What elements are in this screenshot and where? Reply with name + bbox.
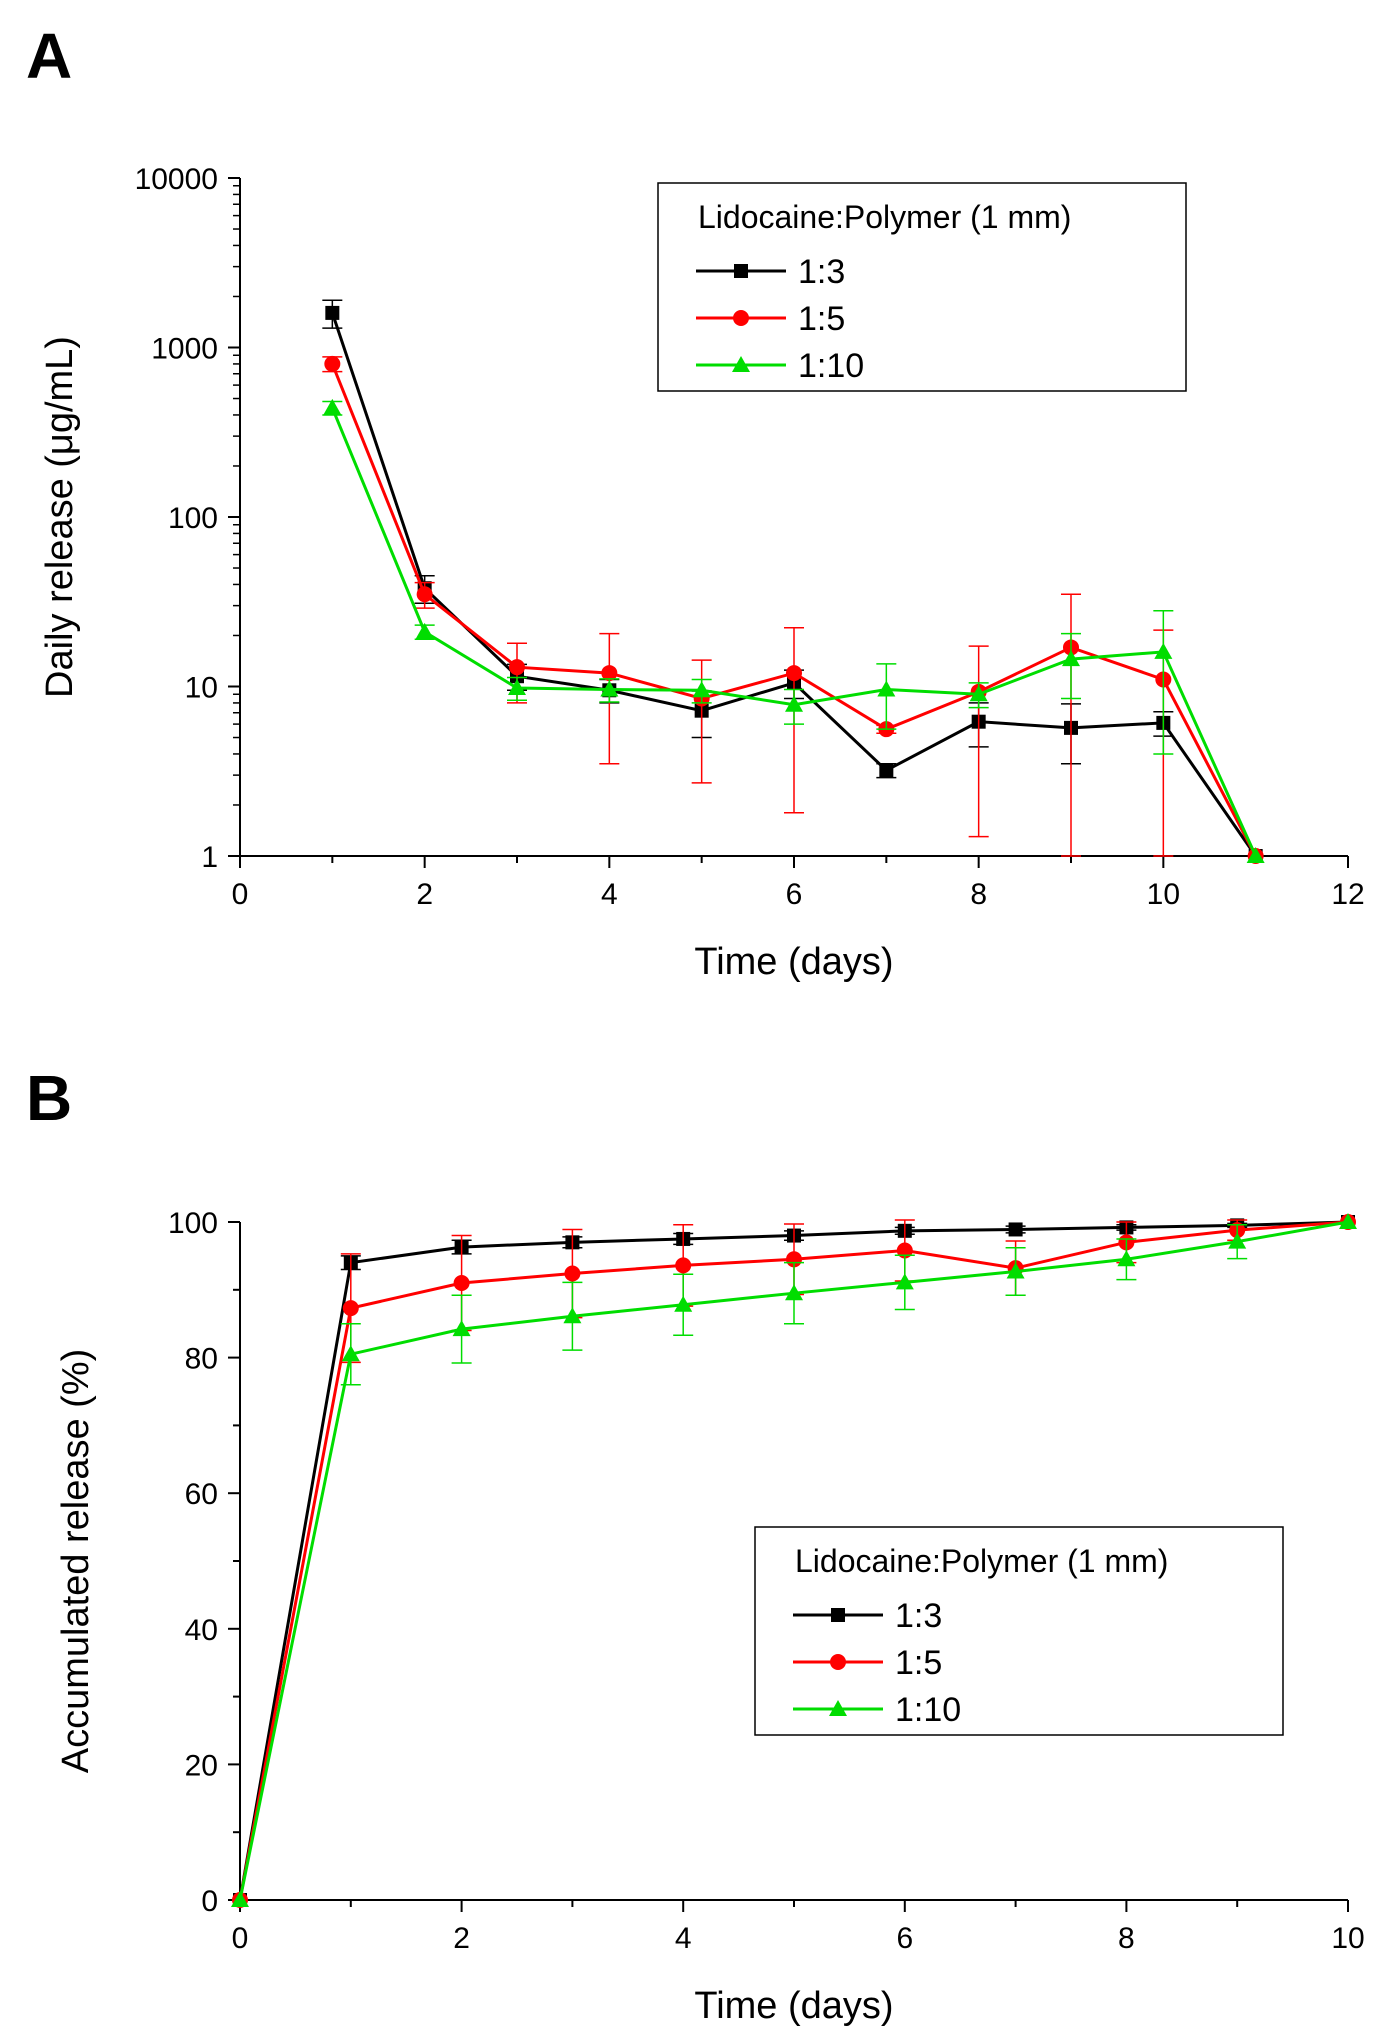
y-tick-label: 0 xyxy=(201,1885,218,1918)
x-tick-label: 6 xyxy=(896,1922,913,1955)
legend: Lidocaine:Polymer (1 mm) 1:3 1:5 1:10 xyxy=(657,182,1187,392)
legend-box xyxy=(754,1526,1284,1736)
legend-label: 1:3 xyxy=(895,1597,942,1635)
y-tick-label: 80 xyxy=(185,1343,218,1376)
y-tick-label: 1000 xyxy=(151,333,218,366)
legend-title: Lidocaine:Polymer (1 mm) xyxy=(698,199,1071,235)
y-tick-label: 20 xyxy=(185,1749,218,1782)
data-point xyxy=(601,665,618,682)
x-tick-label: 2 xyxy=(416,878,433,911)
x-tick-label: 0 xyxy=(232,878,249,911)
data-point xyxy=(692,681,711,698)
data-point xyxy=(1008,1222,1023,1237)
data-point xyxy=(877,680,896,697)
legend-marker xyxy=(831,1608,845,1622)
y-tick-label: 1 xyxy=(201,841,218,874)
legend-label: 1:5 xyxy=(895,1644,942,1682)
data-point xyxy=(895,1273,914,1290)
x-tick-label: 4 xyxy=(601,878,618,911)
legend-label: 1:10 xyxy=(798,347,864,385)
x-tick-label: 10 xyxy=(1331,1922,1364,1955)
legend-title: Lidocaine:Polymer (1 mm) xyxy=(795,1543,1168,1579)
data-point xyxy=(969,685,988,702)
data-point xyxy=(1117,1250,1136,1267)
data-point xyxy=(786,665,802,682)
x-tick-label: 8 xyxy=(970,878,987,911)
data-point xyxy=(508,678,526,695)
x-tick-label: 4 xyxy=(675,1922,692,1955)
y-tick-label: 100 xyxy=(168,1207,218,1240)
data-point xyxy=(323,398,342,415)
y-tick-label: 10 xyxy=(185,672,218,705)
data-point xyxy=(453,1275,470,1292)
legend-label: 1:10 xyxy=(895,1691,961,1729)
x-tick-label: 10 xyxy=(1147,878,1180,911)
data-point xyxy=(785,1284,803,1301)
series-1-10 xyxy=(231,1213,1357,1907)
data-point xyxy=(1246,847,1265,863)
x-axis-title: Time (days) xyxy=(694,1985,893,2027)
panel-label-a: A xyxy=(26,20,72,92)
y-axis-title: Accumulated release (%) xyxy=(55,1349,97,1774)
chart-panel-a: 0 2 4 6 8 10 12 1 10 100 1000 10000 Time (days) Daily… xyxy=(39,163,1365,983)
x-axis-title: Time (days) xyxy=(694,941,893,983)
x-tick-label: 6 xyxy=(786,878,803,911)
data-point xyxy=(452,1320,471,1337)
x-tick-label: 0 xyxy=(232,1922,249,1955)
legend-marker xyxy=(830,1654,846,1670)
x-tick-label: 2 xyxy=(453,1922,470,1955)
y-axis-title: Daily release (μg/mL) xyxy=(39,336,81,698)
y-tick-label: 10000 xyxy=(135,163,218,196)
data-point xyxy=(324,355,341,372)
data-point xyxy=(231,1891,249,1907)
data-point xyxy=(1006,1262,1025,1279)
data-point xyxy=(1154,642,1173,659)
y-tick-label: 40 xyxy=(185,1614,218,1647)
data-point xyxy=(341,1345,360,1362)
data-point xyxy=(1062,650,1080,667)
legend-marker xyxy=(829,1700,847,1716)
data-point xyxy=(342,1300,359,1317)
series-1-10 xyxy=(322,398,1265,863)
data-point xyxy=(509,659,525,676)
data-point xyxy=(600,680,619,697)
data-point xyxy=(415,622,434,639)
y-tick-label: 100 xyxy=(168,502,218,535)
data-point xyxy=(564,1265,581,1282)
legend-marker xyxy=(734,264,748,278)
data-point xyxy=(879,763,894,778)
legend: Lidocaine:Polymer (1 mm) 1:3 1:5 1:10 xyxy=(754,1526,1284,1736)
legend-label: 1:5 xyxy=(798,300,845,338)
legend-label: 1:3 xyxy=(798,253,845,291)
data-point xyxy=(1228,1232,1247,1249)
data-point xyxy=(785,695,803,712)
x-tick-label: 8 xyxy=(1118,1922,1135,1955)
x-tick-label: 12 xyxy=(1331,878,1364,911)
data-point xyxy=(1339,1213,1357,1229)
data-point xyxy=(674,1295,693,1312)
data-point xyxy=(416,586,433,603)
panel-label-b: B xyxy=(26,1062,72,1134)
y-tick-label: 60 xyxy=(185,1478,218,1511)
legend-marker xyxy=(732,356,750,372)
legend-box xyxy=(657,182,1187,392)
data-point xyxy=(675,1257,692,1274)
data-point xyxy=(325,305,340,320)
legend-marker xyxy=(733,310,749,326)
data-point xyxy=(563,1307,582,1324)
